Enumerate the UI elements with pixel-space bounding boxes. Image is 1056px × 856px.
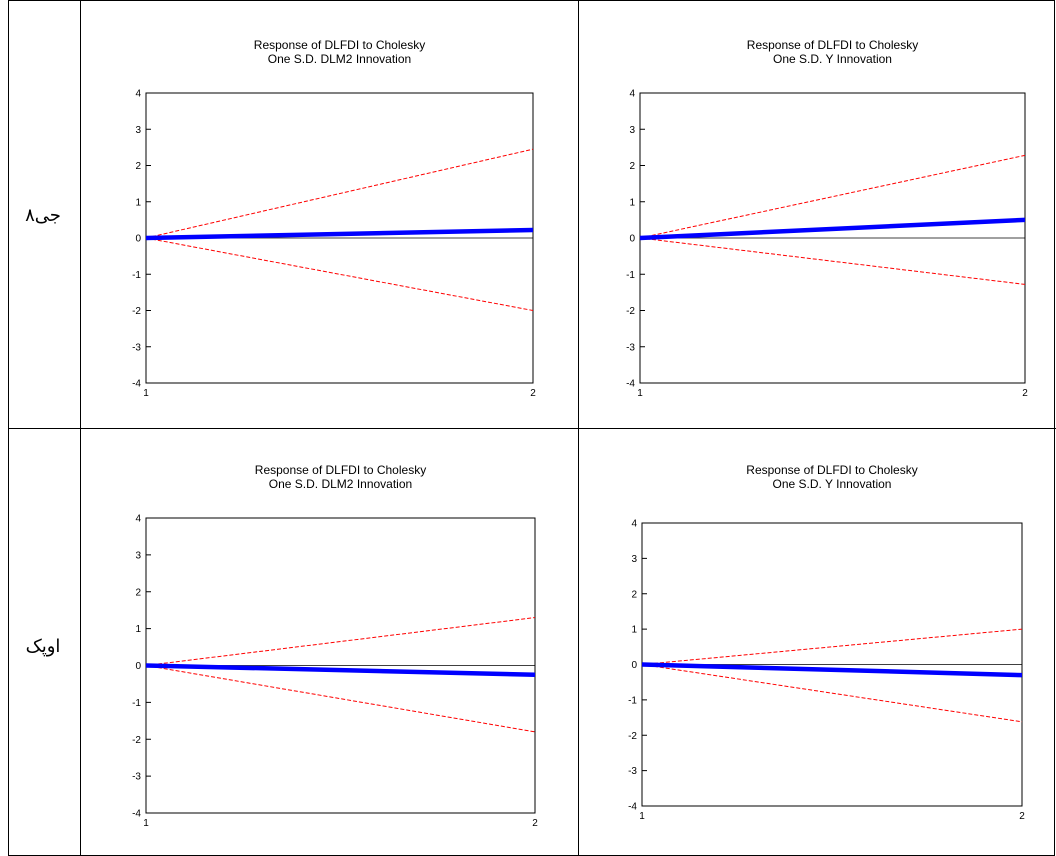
row-label-g8: جی۸: [25, 205, 61, 226]
chart-subtitle: One S.D. DLM2 Innovation: [269, 477, 412, 491]
chart-subtitle: One S.D. Y Innovation: [773, 477, 892, 491]
lower-band-line: [145, 237, 534, 311]
y-tick-label: 2: [629, 161, 635, 172]
y-tick-label: -1: [132, 698, 141, 709]
upper-band-line: [641, 628, 1023, 665]
x-tick-label: 2: [532, 818, 538, 829]
response-line: [641, 662, 1023, 678]
y-tick-label: 0: [135, 234, 141, 245]
response-line: [145, 663, 536, 677]
response-line: [145, 227, 534, 241]
upper-band-line: [145, 148, 534, 239]
y-tick-label: 4: [135, 514, 141, 525]
y-tick-label: 0: [135, 661, 141, 672]
y-tick-label: -1: [628, 695, 637, 706]
upper-band-line: [145, 617, 536, 666]
y-tick-label: -4: [626, 379, 635, 390]
y-tick-label: 3: [135, 550, 141, 561]
chart-subtitle: One S.D. DLM2 Innovation: [268, 52, 411, 66]
y-tick-label: 3: [631, 554, 637, 565]
y-tick-label: -2: [626, 306, 635, 317]
x-tick-label: 1: [143, 388, 149, 399]
y-tick-label: 2: [135, 587, 141, 598]
y-tick-label: 1: [135, 624, 141, 635]
chart-title: Response of DLFDI to Cholesky: [746, 463, 917, 477]
x-tick-label: 2: [530, 388, 536, 399]
x-tick-label: 1: [143, 818, 149, 829]
y-tick-label: -3: [626, 342, 635, 353]
y-tick-label: -4: [132, 379, 141, 390]
lower-band-line: [639, 237, 1026, 285]
x-tick-label: 2: [1022, 388, 1028, 399]
x-tick-label: 1: [637, 388, 643, 399]
chart-title: Response of DLFDI to Cholesky: [747, 38, 918, 52]
y-tick-label: 2: [631, 589, 637, 600]
chart-title: Response of DLFDI to Cholesky: [255, 463, 426, 477]
row-label-opec: اوپک: [25, 636, 61, 657]
y-tick-label: -2: [132, 735, 141, 746]
y-tick-label: 1: [631, 625, 637, 636]
y-tick-label: 3: [629, 125, 635, 136]
chart-title: Response of DLFDI to Cholesky: [254, 38, 425, 52]
y-tick-label: 1: [629, 197, 635, 208]
y-tick-label: -4: [132, 809, 141, 820]
y-tick-label: 4: [135, 89, 141, 100]
y-tick-label: -3: [132, 342, 141, 353]
response-line: [639, 217, 1026, 241]
y-tick-label: -2: [628, 731, 637, 742]
y-tick-label: -1: [626, 270, 635, 281]
upper-band-line: [639, 154, 1026, 239]
x-tick-label: 1: [639, 811, 645, 822]
y-tick-label: 1: [135, 197, 141, 208]
y-tick-label: -4: [628, 802, 637, 813]
y-tick-label: 0: [631, 660, 637, 671]
x-tick-label: 2: [1019, 811, 1025, 822]
y-tick-label: -3: [628, 766, 637, 777]
y-tick-label: -3: [132, 772, 141, 783]
y-tick-label: 3: [135, 125, 141, 136]
y-tick-label: 0: [629, 234, 635, 245]
y-tick-label: 4: [631, 519, 637, 530]
y-tick-label: -1: [132, 270, 141, 281]
chart-subtitle: One S.D. Y Innovation: [773, 52, 892, 66]
lower-band-line: [641, 664, 1023, 723]
y-tick-label: -2: [132, 306, 141, 317]
y-tick-label: 2: [135, 161, 141, 172]
y-tick-label: 4: [629, 89, 635, 100]
